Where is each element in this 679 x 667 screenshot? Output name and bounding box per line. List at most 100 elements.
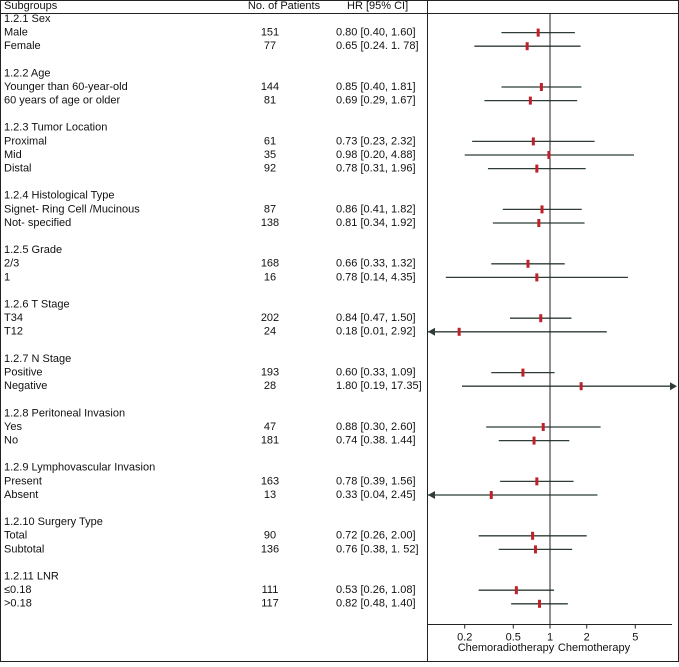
row-ci: 0.81 [0.34, 1.92]: [336, 217, 416, 229]
row-ci: 0.86 [0.41, 1.82]: [336, 203, 416, 215]
hr-marker: [531, 531, 535, 540]
group-title: 1.2.2 Age: [4, 67, 51, 79]
header: No. of Patients: [248, 0, 321, 12]
hr-marker: [536, 28, 540, 37]
hr-marker: [535, 273, 539, 282]
row-label: Absent: [4, 489, 38, 501]
row-ci: 0.84 [0.47, 1.50]: [336, 312, 416, 324]
row-label: Present: [4, 475, 42, 487]
x-tick-label: 1: [547, 631, 553, 643]
row-n: 61: [264, 135, 276, 147]
x-label-left: Chemoradiotherapy: [458, 642, 555, 654]
group-title: 1.2.11 LNR: [4, 571, 59, 583]
row-n: 136: [261, 543, 279, 555]
row-ci: 0.72 [0.26, 2.00]: [336, 530, 416, 542]
row-label: ≤0.18: [4, 584, 31, 596]
row-ci: 0.33 [0.04, 2.45]: [336, 489, 416, 501]
hr-marker: [535, 164, 539, 173]
row-n: 144: [261, 81, 279, 93]
hr-marker: [537, 219, 541, 227]
x-tick-label: 2: [584, 631, 590, 643]
row-label: T34: [4, 312, 23, 324]
row-n: 35: [264, 149, 276, 161]
header: HR [95% CI]: [347, 0, 408, 12]
row-n: 16: [264, 271, 276, 283]
arrow-left: [428, 327, 435, 336]
row-label: No: [4, 435, 18, 447]
header: Subgroups: [4, 0, 58, 12]
row-n: 28: [264, 380, 276, 392]
row-n: 13: [264, 489, 276, 501]
row-n: 111: [262, 584, 279, 596]
row-label: Mid: [4, 149, 22, 161]
row-label: Yes: [4, 421, 22, 433]
hr-marker: [547, 151, 551, 159]
row-ci: 0.69 [0.29, 1.67]: [336, 95, 416, 107]
hr-marker: [531, 137, 535, 146]
row-ci: 0.78 [0.31, 1.96]: [336, 163, 416, 175]
row-n: 90: [264, 530, 276, 542]
row-n: 117: [261, 598, 279, 610]
x-label-right: Chemotherapy: [558, 642, 631, 654]
row-label: >0.18: [4, 598, 32, 610]
row-ci: 0.76 [0.38, 1. 52]: [336, 543, 419, 555]
row-ci: 0.78 [0.39, 1.56]: [336, 475, 416, 487]
row-n: 47: [264, 421, 276, 433]
row-ci: 0.74 [0.38. 1.44]: [336, 435, 416, 447]
row-n: 181: [261, 435, 279, 447]
hr-marker: [533, 545, 537, 554]
row-ci: 0.98 [0.20, 4.88]: [336, 149, 416, 161]
hr-marker: [532, 436, 536, 445]
hr-marker: [525, 42, 529, 51]
hr-marker: [521, 368, 525, 377]
hr-marker: [528, 96, 532, 105]
group-title: 1.2.1 Sex: [4, 13, 51, 25]
hr-marker: [514, 586, 518, 595]
hr-marker: [489, 491, 493, 499]
group-title: 1.2.7 N Stage: [4, 353, 71, 365]
x-tick-label: 0.2: [457, 631, 472, 643]
hr-marker: [579, 382, 583, 391]
group-title: 1.2.9 Lymphovascular Invasion: [4, 462, 155, 474]
row-ci: 0.53 [0.26, 1.08]: [336, 584, 416, 596]
row-ci: 0.80 [0.40, 1.60]: [336, 27, 416, 39]
x-tick-label: 5: [632, 631, 638, 643]
x-tick-label: 0.5: [506, 631, 521, 643]
row-n: 87: [264, 203, 276, 215]
row-n: 151: [261, 27, 279, 39]
row-ci: 0.66 [0.33, 1.32]: [336, 258, 416, 270]
row-label: 1: [4, 271, 10, 283]
row-ci: 0.18 [0.01, 2.92]: [336, 326, 416, 338]
group-title: 1.2.8 Peritoneal Invasion: [4, 407, 125, 419]
group-title: 1.2.6 T Stage: [4, 299, 70, 311]
row-label: Negative: [4, 380, 47, 392]
hr-marker: [541, 423, 545, 431]
row-label: Male: [4, 27, 28, 39]
row-n: 202: [261, 312, 279, 324]
row-label: Positive: [4, 367, 43, 379]
row-label: 2/3: [4, 258, 19, 270]
row-label: Not- specified: [4, 217, 71, 229]
row-ci: 1.80 [0.19, 17.35]: [336, 380, 422, 392]
hr-marker: [537, 599, 541, 608]
row-ci: 0.65 [0.24. 1. 78]: [336, 40, 419, 52]
group-title: 1.2.10 Surgery Type: [4, 516, 103, 528]
hr-marker: [535, 477, 539, 486]
row-n: 24: [264, 326, 276, 338]
row-ci: 0.78 [0.14, 4.35]: [336, 271, 416, 283]
row-n: 81: [264, 95, 276, 107]
row-label: 60 years of age or older: [4, 95, 121, 107]
hr-marker: [526, 259, 530, 268]
row-ci: 0.88 [0.30, 2.60]: [336, 421, 416, 433]
row-label: Proximal: [4, 135, 47, 147]
row-n: 138: [261, 217, 279, 229]
hr-marker: [457, 327, 461, 336]
row-label: Signet- Ring Cell /Mucinous: [4, 203, 140, 215]
group-title: 1.2.4 Histological Type: [4, 190, 114, 202]
row-n: 77: [264, 40, 276, 52]
row-n: 163: [261, 475, 279, 487]
arrow-left: [428, 491, 435, 499]
row-label: Younger than 60-year-old: [4, 81, 128, 93]
row-ci: 0.73 [0.23, 2.32]: [336, 135, 416, 147]
